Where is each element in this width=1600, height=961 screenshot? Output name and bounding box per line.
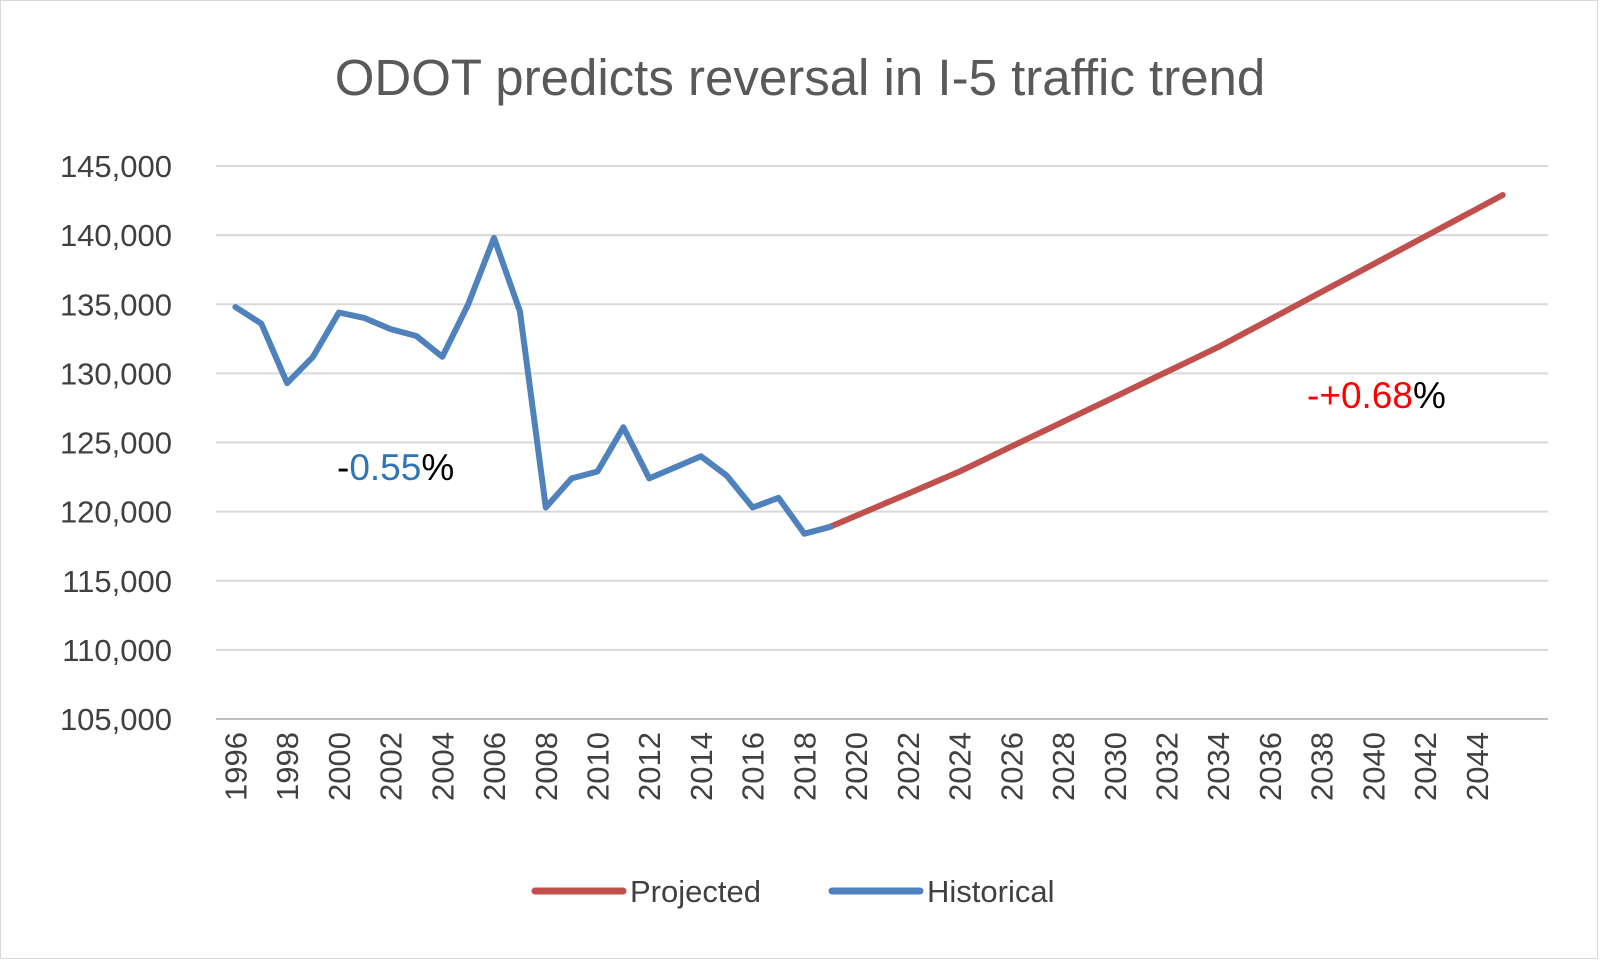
annotation-suffix: % bbox=[421, 447, 454, 488]
x-tick-label: 2004 bbox=[425, 732, 460, 801]
x-tick-label: 2012 bbox=[632, 732, 667, 801]
x-tick-label: 2022 bbox=[891, 732, 926, 801]
y-tick-label: 110,000 bbox=[62, 633, 172, 668]
x-axis-ticks: 1996 1998 2000 2002 2004 2006 2008 2010 2012 2014… bbox=[218, 732, 1494, 801]
projected-trend-annotation: -+0.68% bbox=[1307, 375, 1446, 416]
x-tick-label: 1996 bbox=[218, 732, 253, 801]
x-tick-label: 2010 bbox=[580, 732, 615, 801]
x-tick-label: 2000 bbox=[322, 732, 357, 801]
y-tick-label: 105,000 bbox=[60, 702, 172, 737]
x-tick-label: 2044 bbox=[1460, 732, 1495, 801]
x-tick-label: 2018 bbox=[787, 732, 822, 801]
x-tick-label: 2008 bbox=[529, 732, 564, 801]
x-tick-label: 2028 bbox=[1046, 732, 1081, 801]
x-tick-label: 2016 bbox=[736, 732, 771, 801]
x-tick-label: 2024 bbox=[943, 732, 978, 801]
y-tick-label: 130,000 bbox=[60, 356, 172, 391]
x-tick-label: 2034 bbox=[1201, 732, 1236, 801]
legend: Projected Historical bbox=[531, 874, 1054, 909]
annotation-value: 0.68 bbox=[1341, 375, 1413, 416]
x-tick-label: 2020 bbox=[839, 732, 874, 801]
y-tick-label: 125,000 bbox=[60, 426, 172, 461]
x-tick-label: 2030 bbox=[1098, 732, 1133, 801]
series-line-historical bbox=[232, 234, 834, 537]
x-tick-label: 1998 bbox=[270, 732, 305, 801]
x-tick-label: 2040 bbox=[1356, 732, 1391, 801]
y-tick-label: 140,000 bbox=[60, 218, 172, 253]
y-tick-label: 120,000 bbox=[60, 495, 172, 530]
series-line-projected bbox=[827, 192, 1506, 530]
legend-label-projected: Projected bbox=[630, 874, 761, 909]
annotation-prefix: -+ bbox=[1307, 375, 1341, 416]
x-tick-label: 2042 bbox=[1408, 732, 1443, 801]
x-tick-label: 2036 bbox=[1253, 732, 1288, 801]
annotation-suffix: % bbox=[1413, 375, 1446, 416]
x-tick-label: 2006 bbox=[477, 732, 512, 801]
historical-trend-annotation: -0.55% bbox=[337, 447, 454, 488]
y-tick-label: 135,000 bbox=[60, 287, 172, 322]
legend-label-historical: Historical bbox=[927, 874, 1054, 909]
x-tick-label: 2032 bbox=[1150, 732, 1185, 801]
y-tick-label: 115,000 bbox=[62, 564, 172, 599]
annotation-prefix: - bbox=[337, 447, 349, 488]
x-tick-label: 2002 bbox=[374, 732, 409, 801]
y-axis-ticks: 105,000 110,000 115,000 120,000 125,000 130,0… bbox=[60, 149, 172, 737]
x-tick-label: 2014 bbox=[684, 732, 719, 801]
gridlines bbox=[216, 165, 1548, 720]
x-tick-label: 2026 bbox=[994, 732, 1029, 801]
chart-title: ODOT predicts reversal in I-5 traffic tr… bbox=[335, 49, 1266, 106]
y-tick-label: 145,000 bbox=[60, 149, 172, 184]
annotation-value: 0.55 bbox=[349, 447, 421, 488]
x-tick-label: 2038 bbox=[1305, 732, 1340, 801]
series-lines bbox=[232, 192, 1506, 537]
